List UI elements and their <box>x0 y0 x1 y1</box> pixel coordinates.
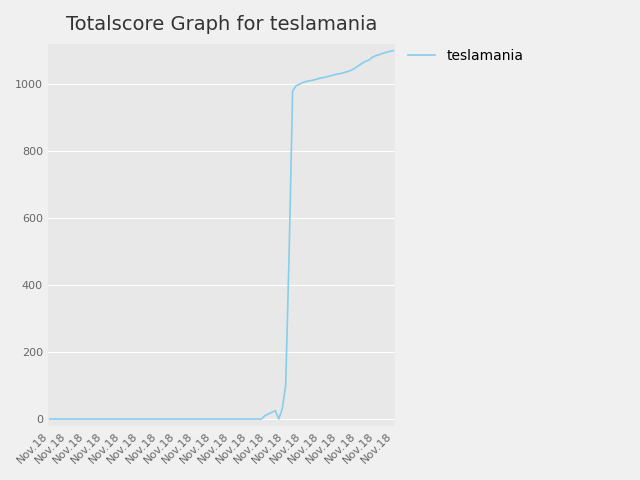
teslamania <box>223 416 230 422</box>
teslamania <box>390 48 397 53</box>
teslamania <box>112 416 120 422</box>
teslamania <box>372 53 380 59</box>
teslamania <box>251 416 259 422</box>
teslamania <box>45 416 53 422</box>
Legend: teslamania: teslamania <box>402 43 529 68</box>
Title: Totalscore Graph for teslamania: Totalscore Graph for teslamania <box>66 15 377 34</box>
Line: teslamania: teslamania <box>49 50 394 419</box>
teslamania <box>362 59 369 64</box>
teslamania <box>125 416 133 422</box>
